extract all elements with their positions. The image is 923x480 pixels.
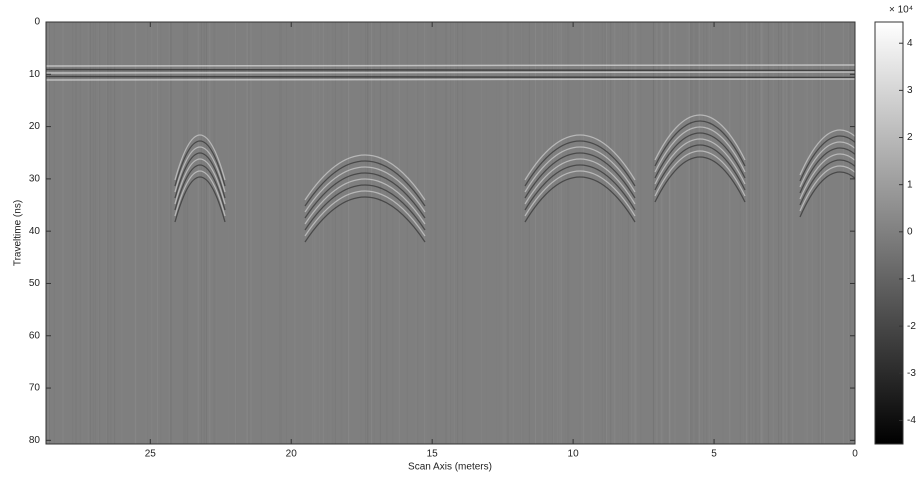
texture-hyperbola: [174, 176, 226, 223]
texture-hyperbola: [524, 158, 636, 205]
y-tick-label: 50: [29, 278, 41, 289]
x-tick-label: 25: [145, 449, 157, 460]
texture-hyperbola: [654, 138, 746, 185]
texture-hyperbola: [174, 140, 226, 187]
y-tick-label: 70: [29, 383, 41, 394]
texture-hyperbola: [799, 141, 855, 188]
x-tick-label: 10: [568, 449, 580, 460]
texture-hyperbola: [524, 164, 636, 211]
texture-hyperbola: [304, 172, 426, 219]
texture-hyperbola: [799, 147, 855, 194]
texture-hyperbola: [304, 184, 426, 231]
texture-hyperbola: [654, 120, 746, 167]
colorbar-exponent: × 10⁴: [889, 5, 913, 16]
texture-reflector: [46, 78, 855, 81]
texture-hyperbola: [524, 152, 636, 199]
texture-hyperbola: [174, 164, 226, 211]
colorbar-tick-label: -4: [907, 415, 916, 426]
texture-hyperbola: [304, 196, 426, 243]
colorbar-tick-label: 0: [907, 226, 913, 237]
colorbar-tick-label: 2: [907, 132, 913, 143]
texture-hyperbola: [654, 132, 746, 179]
plot-frame: [45, 21, 856, 445]
x-tick-label: 20: [286, 449, 298, 460]
texture-hyperbola: [799, 153, 855, 200]
colorbar-tick-label: 1: [907, 179, 913, 190]
y-tick-label: 10: [29, 69, 41, 80]
texture-hyperbola: [799, 135, 855, 182]
x-axis-label: Scan Axis (meters): [408, 462, 492, 473]
texture-hyperbola: [799, 159, 855, 206]
texture-hyperbola: [524, 134, 636, 181]
texture-hyperbola: [524, 140, 636, 187]
texture-hyperbola: [304, 178, 426, 225]
texture-reflector: [46, 68, 855, 72]
y-tick-label: 20: [29, 121, 41, 132]
texture-hyperbola: [304, 160, 426, 207]
texture-hyperbola: [174, 170, 226, 217]
texture-hyperbola: [524, 176, 636, 223]
texture-hyperbola: [654, 144, 746, 191]
y-tick-label: 60: [29, 330, 41, 341]
texture-reflector: [46, 75, 855, 79]
x-tick-label: 15: [427, 449, 439, 460]
colorbar-tick-label: -2: [907, 321, 916, 332]
texture-hyperbola: [799, 165, 855, 212]
texture-hyperbola: [524, 146, 636, 193]
texture-hyperbola: [799, 171, 855, 218]
x-tick-label: 5: [711, 449, 717, 460]
texture-hyperbola: [654, 114, 746, 161]
texture-hyperbola: [304, 190, 426, 237]
texture-hyperbola: [654, 126, 746, 173]
texture-hyperbola: [304, 166, 426, 213]
texture-hyperbola: [174, 146, 226, 193]
y-tick-label: 0: [34, 17, 40, 28]
y-tick-label: 80: [29, 435, 41, 446]
y-tick-label: 40: [29, 226, 41, 237]
texture-hyperbola: [654, 150, 746, 197]
colorbar-tick-label: 3: [907, 85, 913, 96]
texture-hyperbola: [174, 152, 226, 199]
texture-reflector: [46, 71, 855, 74]
texture-hyperbola: [304, 154, 426, 201]
texture-hyperbola: [174, 158, 226, 205]
y-tick-label: 30: [29, 174, 41, 185]
colorbar: [874, 21, 904, 445]
radargram-texture: [46, 22, 855, 444]
y-axis-label: Traveltime (ns): [13, 200, 24, 266]
colorbar-tick-label: 4: [907, 38, 913, 49]
texture-hyperbola: [174, 134, 226, 181]
texture-hyperbola: [654, 156, 746, 203]
texture-hyperbola: [799, 129, 855, 176]
texture-reflector: [46, 64, 855, 67]
x-tick-label: 0: [852, 449, 858, 460]
colorbar-tick-label: -1: [907, 274, 916, 285]
texture-hyperbola: [524, 170, 636, 217]
colorbar-tick-label: -3: [907, 368, 916, 379]
